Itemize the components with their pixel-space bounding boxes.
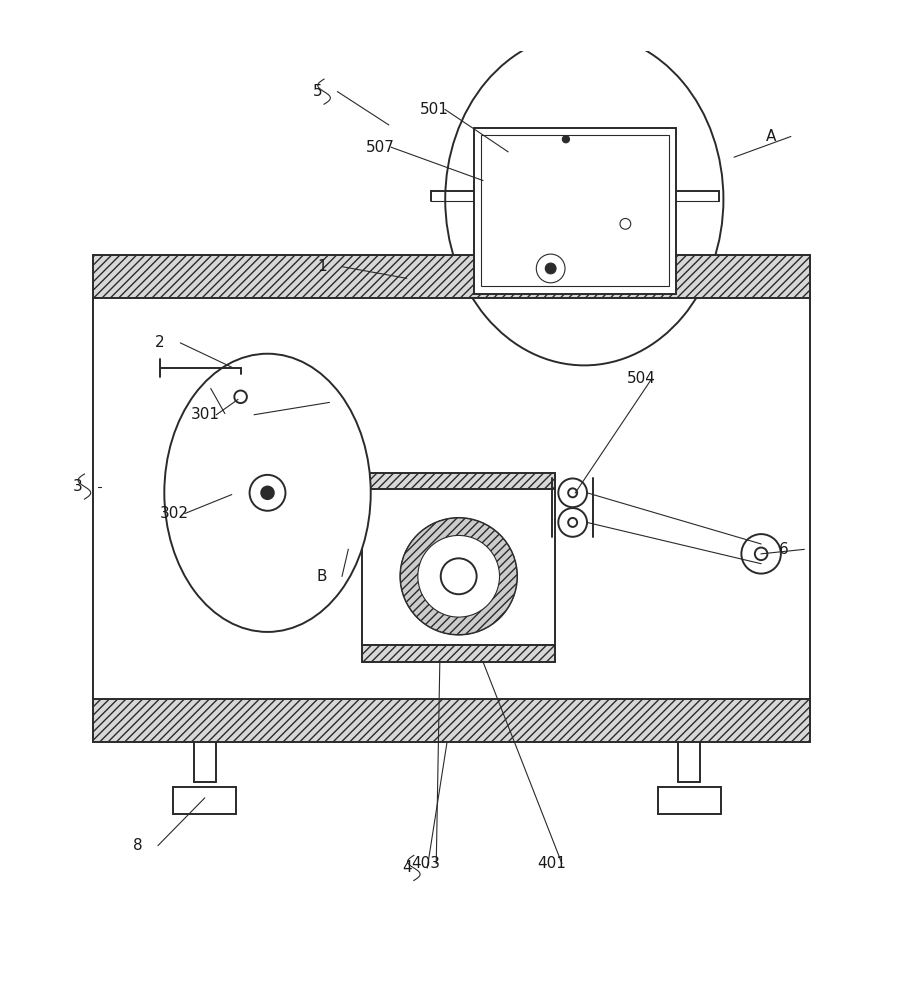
Bar (474, 128, 675, 294)
Text: 8: 8 (133, 838, 143, 853)
Circle shape (557, 508, 586, 537)
Text: 6: 6 (778, 542, 788, 557)
Circle shape (567, 488, 576, 497)
Text: B: B (317, 569, 327, 584)
Bar (658, 787, 720, 814)
Text: 501: 501 (419, 102, 448, 117)
Circle shape (754, 548, 767, 560)
Bar (362, 473, 554, 489)
Bar (92, 255, 810, 298)
Text: 504: 504 (626, 371, 655, 386)
Ellipse shape (445, 33, 723, 365)
Bar (362, 645, 554, 662)
Circle shape (620, 218, 630, 229)
Text: 5: 5 (312, 84, 322, 99)
Text: 4: 4 (401, 860, 411, 875)
Circle shape (261, 487, 273, 499)
Circle shape (536, 254, 565, 283)
Ellipse shape (164, 354, 371, 632)
Text: 302: 302 (160, 506, 189, 521)
Text: A: A (765, 129, 775, 144)
Text: 2: 2 (155, 335, 165, 350)
Wedge shape (400, 518, 517, 635)
Circle shape (567, 518, 576, 527)
Text: 301: 301 (191, 407, 220, 422)
Circle shape (218, 374, 262, 419)
Circle shape (234, 391, 246, 403)
Circle shape (400, 518, 517, 635)
Circle shape (440, 558, 476, 594)
Circle shape (562, 136, 569, 143)
Text: 507: 507 (366, 140, 395, 155)
Text: 1: 1 (317, 259, 327, 274)
Bar (92, 699, 810, 742)
Circle shape (545, 263, 556, 274)
Bar (173, 787, 235, 814)
Circle shape (741, 534, 780, 574)
Circle shape (557, 478, 586, 507)
Bar (481, 135, 668, 286)
Text: 401: 401 (536, 856, 565, 871)
Circle shape (249, 475, 285, 511)
Text: 403: 403 (410, 856, 439, 871)
Text: 3: 3 (73, 479, 82, 494)
